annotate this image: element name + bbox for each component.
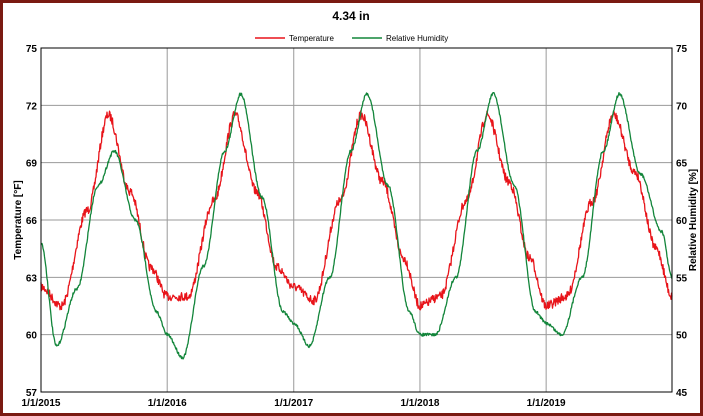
y-left-tick-label: 57 <box>26 388 38 399</box>
x-tick-label: 1/1/2016 <box>148 398 187 409</box>
y-left-tick-label: 66 <box>26 216 38 227</box>
y-right-tick-label: 55 <box>676 273 688 284</box>
series-line <box>40 110 673 311</box>
series-layer <box>40 91 673 360</box>
y-right-tick-label: 65 <box>676 159 688 170</box>
ticks: 57 60 63 66 69 72 75 45 50 55 60 65 70 75 1/1/2015 1/1/… <box>22 44 688 409</box>
x-tick-label: 1/1/2019 <box>527 398 566 409</box>
y-axis-right-label: Relative Humidity [%] <box>688 169 699 271</box>
chart-title: 4.34 in <box>332 9 369 23</box>
y-left-tick-label: 75 <box>26 44 38 55</box>
y-left-tick-label: 69 <box>26 159 38 170</box>
y-axis-left-label: Temperature [°F] <box>13 180 24 259</box>
y-left-tick-label: 63 <box>26 273 38 284</box>
x-tick-label: 1/1/2015 <box>22 398 61 409</box>
plot-border <box>40 47 673 393</box>
y-right-tick-label: 60 <box>676 216 688 227</box>
y-right-tick-label: 50 <box>676 331 688 342</box>
x-tick-label: 1/1/2017 <box>274 398 313 409</box>
legend-label: Relative Humidity <box>386 34 448 43</box>
y-left-tick-label: 72 <box>26 101 38 112</box>
y-right-tick-label: 75 <box>676 44 688 55</box>
y-right-tick-label: 70 <box>676 101 688 112</box>
x-tick-label: 1/1/2018 <box>400 398 439 409</box>
legend-label: Temperature <box>289 34 334 43</box>
y-left-tick-label: 60 <box>26 331 38 342</box>
y-right-tick-label: 45 <box>676 388 688 399</box>
legend: Temperature Relative Humidity <box>255 34 448 43</box>
series-line <box>40 91 673 360</box>
